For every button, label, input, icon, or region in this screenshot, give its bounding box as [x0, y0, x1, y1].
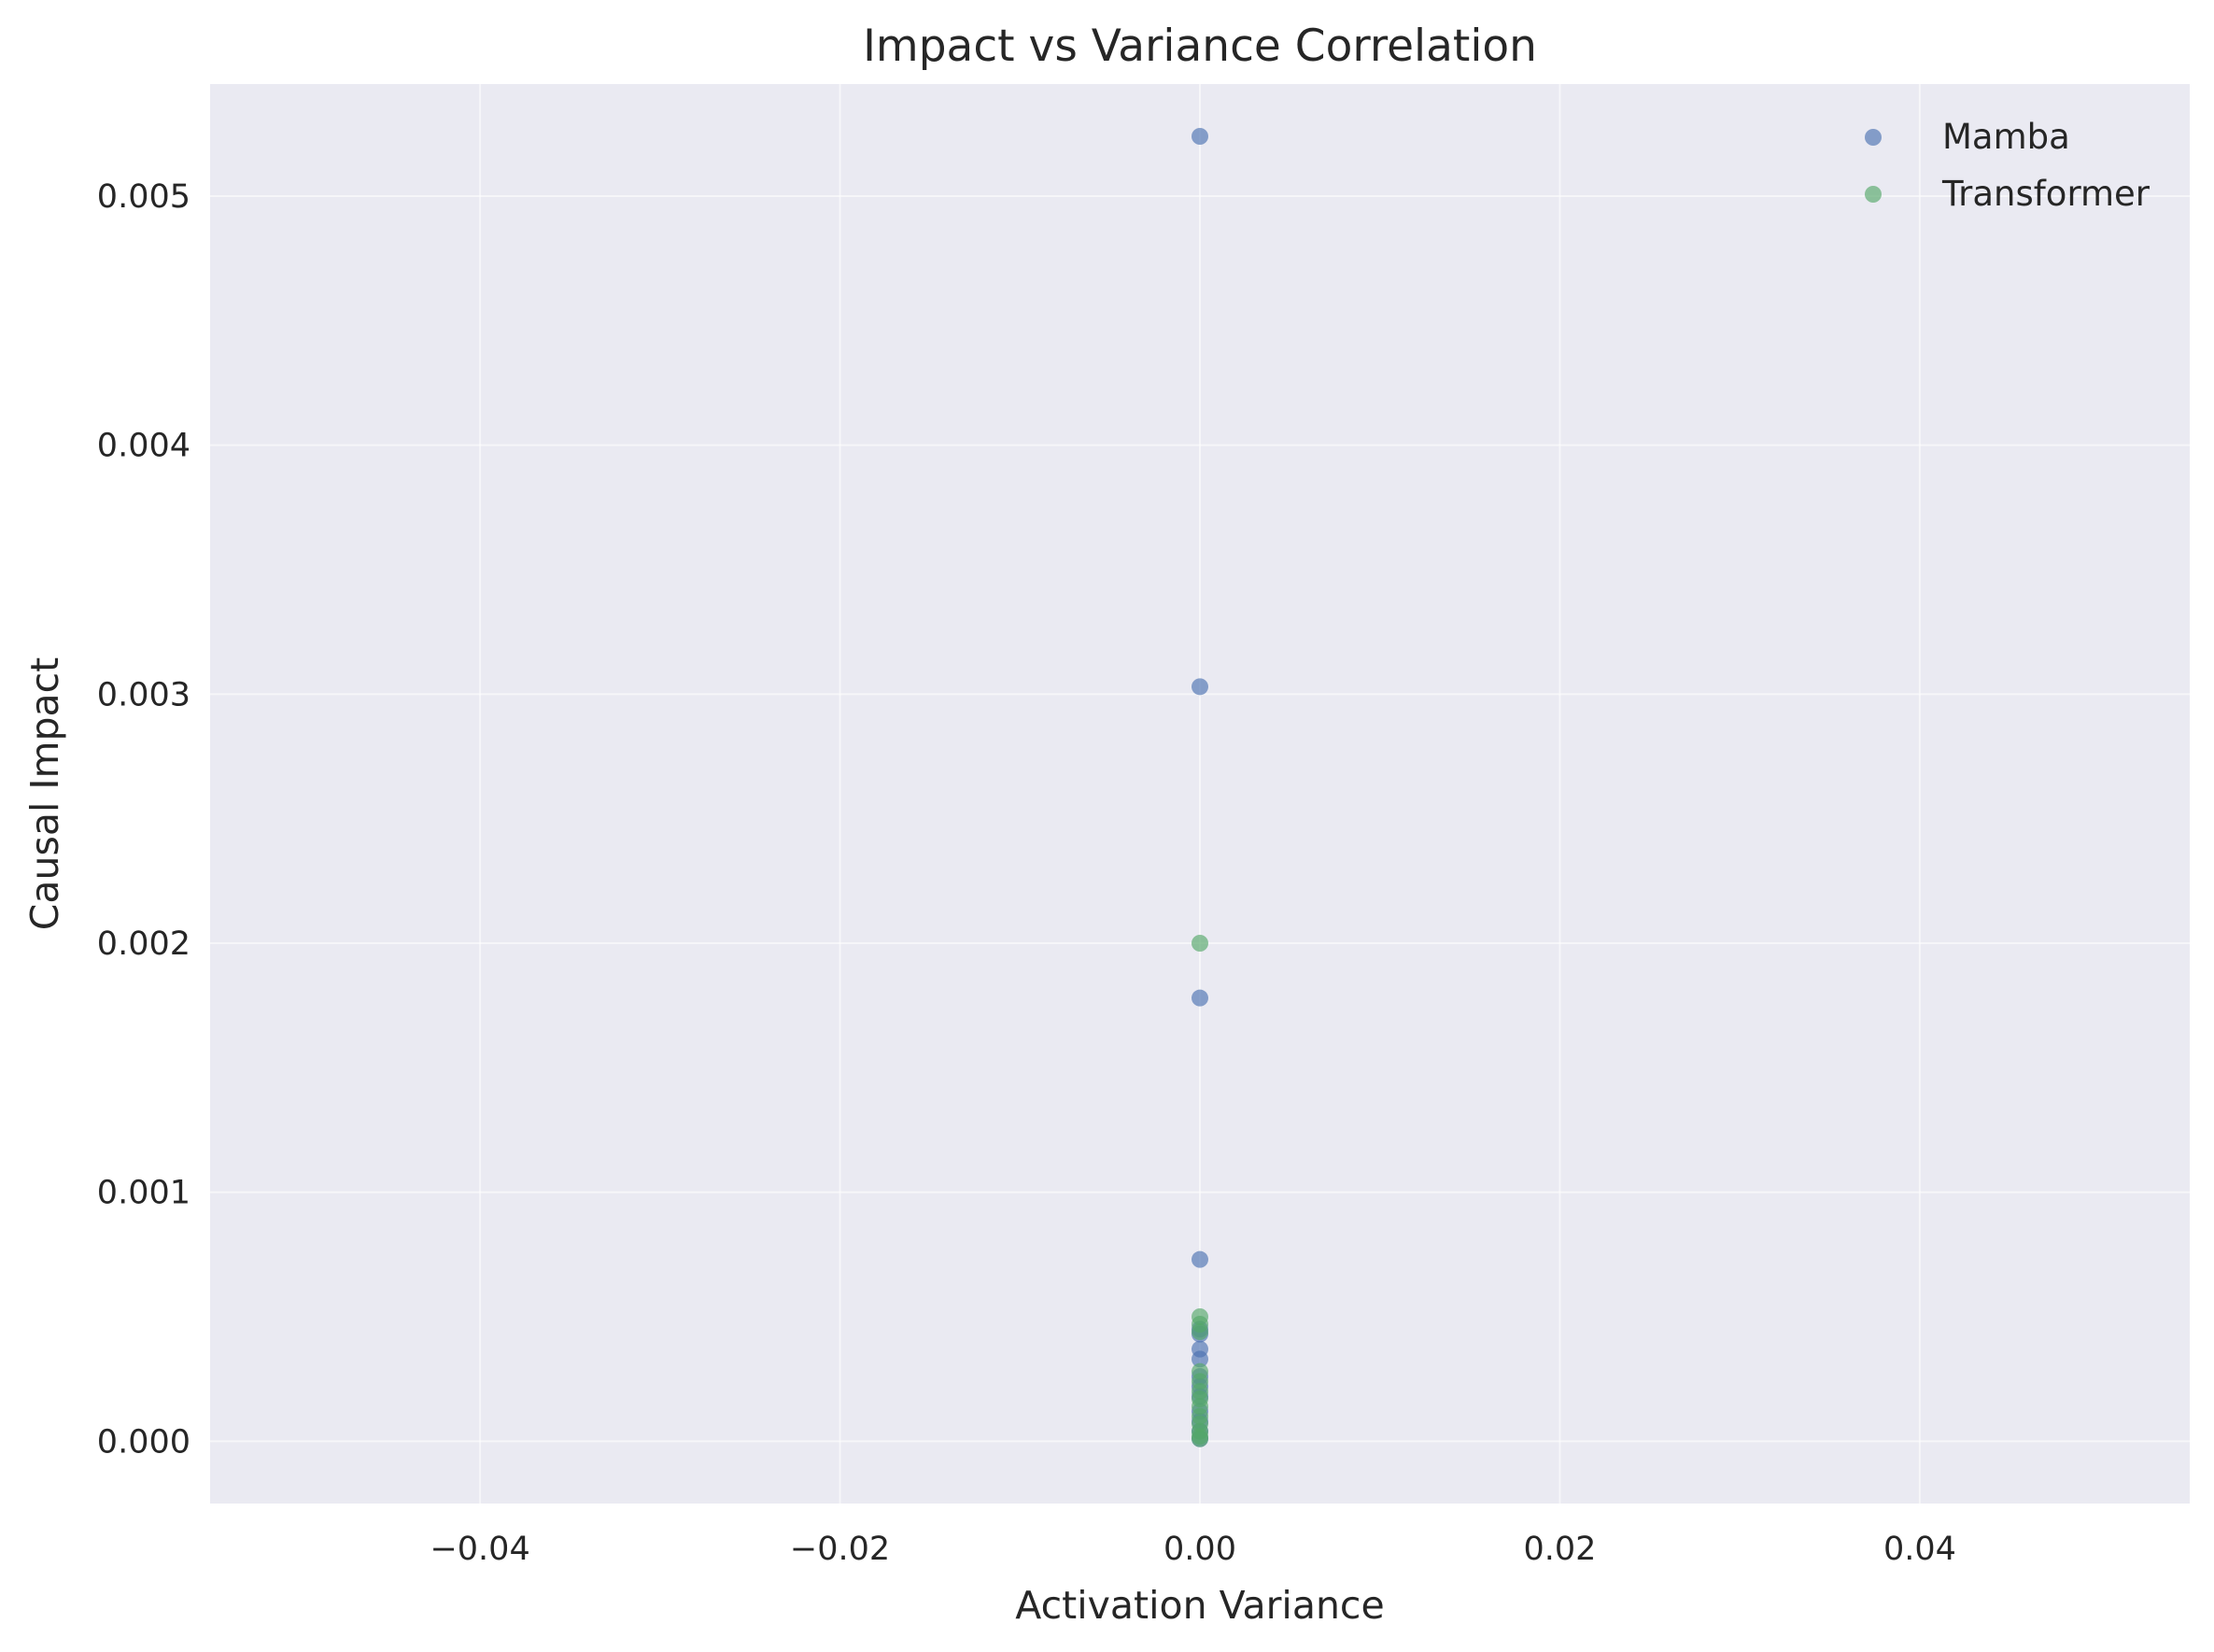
y-tick-label: 0.002	[97, 925, 190, 963]
point-mamba	[1192, 128, 1208, 145]
point-transformer	[1192, 1323, 1208, 1340]
y-tick-label: 0.003	[97, 676, 190, 713]
x-axis-label: Activation Variance	[1015, 1583, 1384, 1628]
y-axis-label: Causal Impact	[22, 657, 67, 930]
x-tick-label: 0.00	[1163, 1531, 1236, 1568]
chart-title: Impact vs Variance Correlation	[863, 21, 1537, 72]
data-points	[1192, 128, 1208, 1447]
legend: Mamba Transformer	[1865, 117, 2151, 214]
y-tick-label: 0.004	[97, 428, 190, 465]
x-tick-label: 0.04	[1883, 1531, 1956, 1568]
legend-marker-mamba	[1865, 129, 1882, 146]
x-tick-label: −0.02	[790, 1531, 890, 1568]
point-transformer	[1192, 1430, 1208, 1447]
grid-lines	[210, 84, 2190, 1504]
point-mamba	[1192, 1250, 1208, 1268]
x-tick-label: −0.04	[430, 1531, 529, 1568]
legend-marker-transformer	[1865, 186, 1882, 203]
y-tick-labels: 0.000 0.001 0.002 0.003 0.004 0.005	[97, 178, 190, 1461]
point-mamba	[1192, 1350, 1208, 1368]
x-tick-label: 0.02	[1523, 1531, 1596, 1568]
y-tick-label: 0.000	[97, 1423, 190, 1461]
legend-label-mamba: Mamba	[1942, 117, 2070, 157]
y-tick-label: 0.005	[97, 178, 190, 216]
legend-label-transformer: Transformer	[1941, 174, 2151, 214]
point-mamba	[1192, 989, 1208, 1007]
point-transformer	[1192, 935, 1208, 952]
point-mamba	[1192, 678, 1208, 696]
x-tick-labels: −0.04 −0.02 0.00 0.02 0.04	[430, 1531, 1955, 1568]
y-tick-label: 0.001	[97, 1175, 190, 1212]
